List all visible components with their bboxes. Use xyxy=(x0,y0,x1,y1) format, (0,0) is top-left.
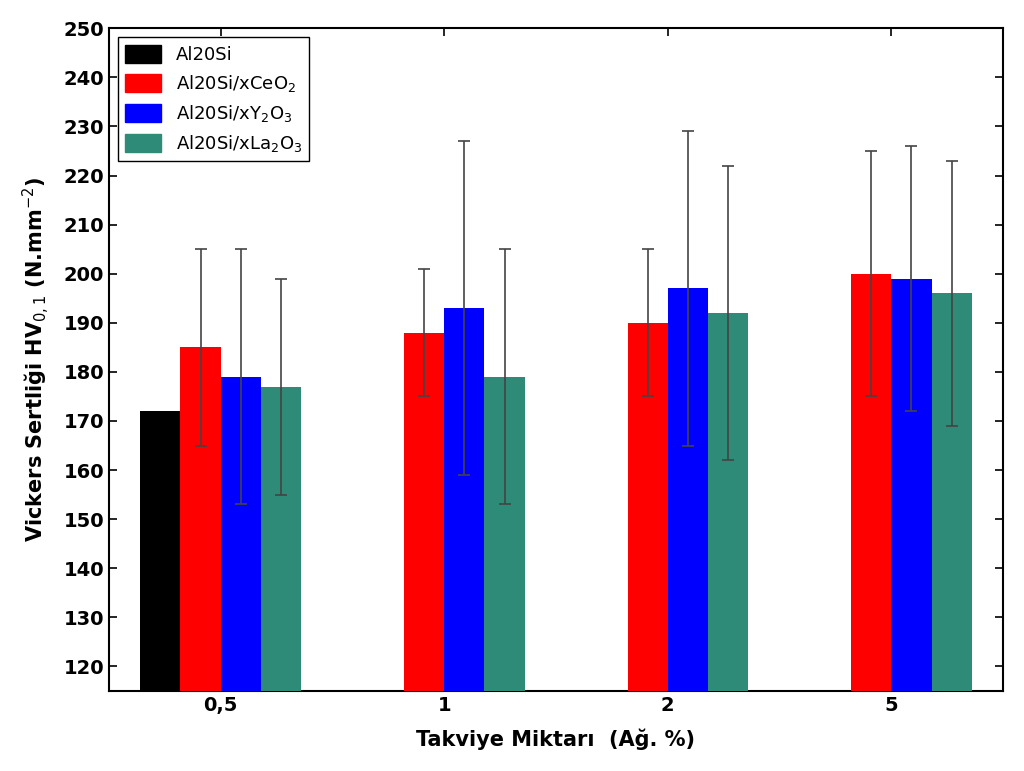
Bar xyxy=(891,278,932,771)
Bar xyxy=(444,308,484,771)
Bar xyxy=(140,411,180,771)
Bar xyxy=(403,332,444,771)
Bar xyxy=(851,274,891,771)
Bar xyxy=(668,288,708,771)
Bar xyxy=(708,313,749,771)
Y-axis label: Vickers Sertliği HV$_{0,1}$ (N.mm$^{-2}$): Vickers Sertliği HV$_{0,1}$ (N.mm$^{-2}$… xyxy=(20,177,52,542)
Bar xyxy=(180,348,220,771)
Bar xyxy=(484,377,524,771)
Legend: Al20Si, Al20Si/xCeO$_2$, Al20Si/xY$_2$O$_3$, Al20Si/xLa$_2$O$_3$: Al20Si, Al20Si/xCeO$_2$, Al20Si/xY$_2$O$… xyxy=(118,37,309,161)
Bar xyxy=(220,377,261,771)
X-axis label: Takviye Miktarı  (Ağ. %): Takviye Miktarı (Ağ. %) xyxy=(417,729,695,750)
Bar xyxy=(261,386,301,771)
Bar xyxy=(628,323,668,771)
Bar xyxy=(932,294,972,771)
